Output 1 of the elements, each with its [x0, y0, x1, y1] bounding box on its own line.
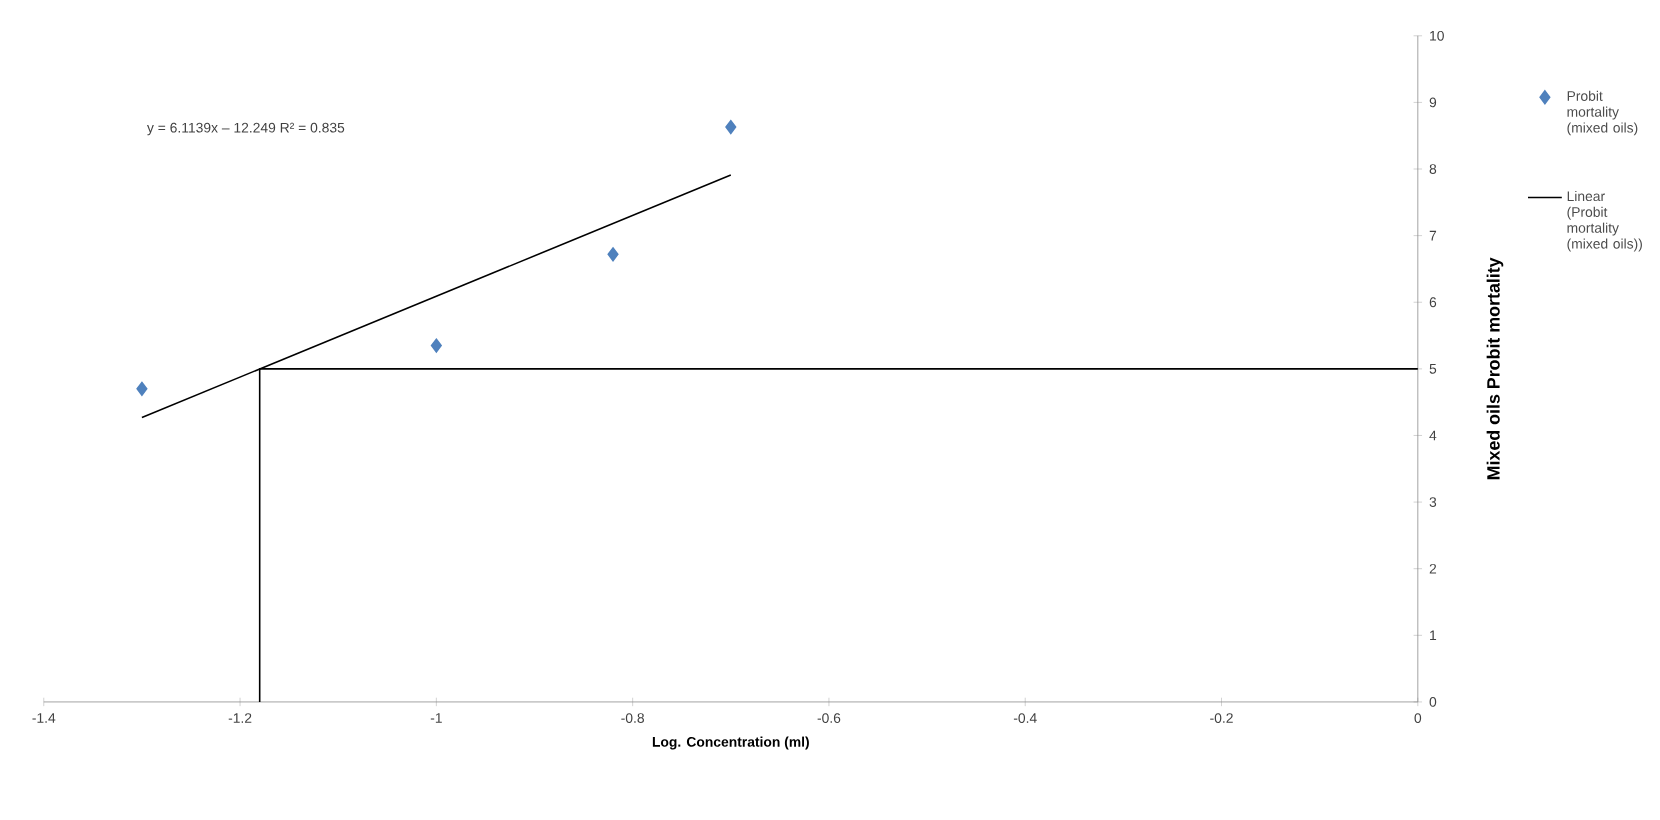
y-axis-title: Mixed oils Probit mortality [1486, 257, 1504, 480]
